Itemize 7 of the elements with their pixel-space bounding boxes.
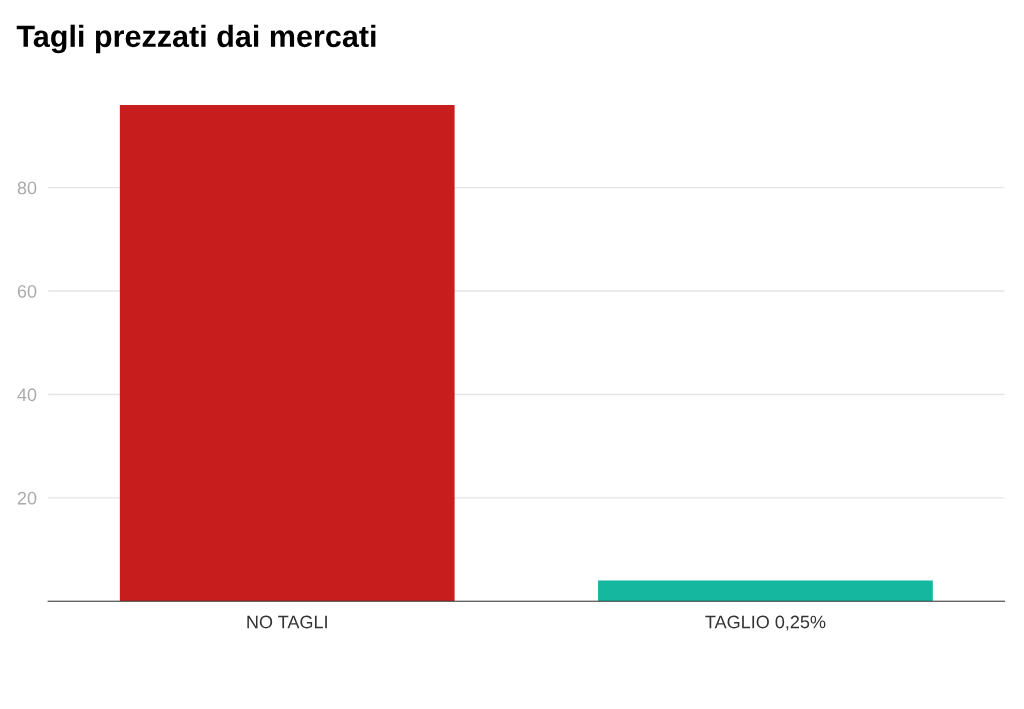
x-tick-label: NO TAGLI xyxy=(247,615,327,629)
y-tick-label: 60 xyxy=(17,284,37,298)
chart-title: Tagli prezzati dai mercati xyxy=(16,24,376,54)
x-tick-label: TAGLIO 0,25% xyxy=(705,615,826,631)
y-tick-label: 40 xyxy=(17,388,37,402)
y-tick-label: 80 xyxy=(17,181,37,195)
y-tick-label: 20 xyxy=(17,491,37,505)
